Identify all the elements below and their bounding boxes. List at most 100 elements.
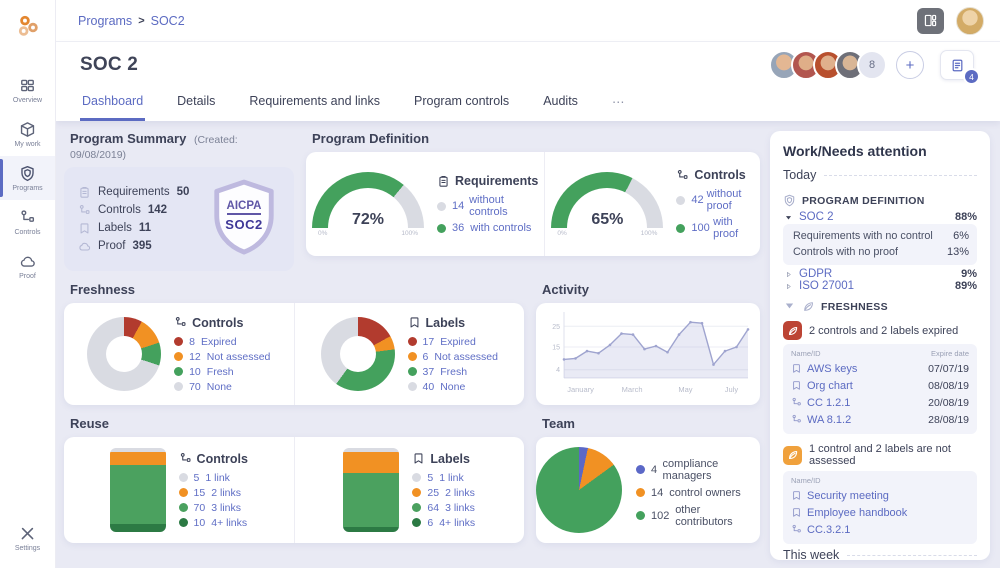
- tab-more[interactable]: ⋯: [611, 95, 627, 109]
- team-pie-chart: [536, 447, 622, 533]
- section-title: Program Definition: [312, 131, 430, 146]
- document-icon: [950, 58, 965, 73]
- detail-row: Requirements with no control 6%: [793, 230, 969, 242]
- program-summary-section: Program Summary (Created: 09/08/2019) Re…: [64, 131, 294, 271]
- legend-dot: [407, 352, 417, 361]
- item-link[interactable]: AWS keys: [807, 362, 858, 375]
- topbar: Programs > SOC2: [56, 0, 1000, 42]
- sidebar-item-label: Controls: [14, 229, 41, 236]
- legend-item: 6 4+ links: [412, 517, 475, 529]
- soc2-details: Requirements with no control 6% Controls…: [783, 224, 977, 265]
- brand-logo[interactable]: [15, 13, 41, 44]
- tag-icon: [791, 507, 802, 518]
- layout-button[interactable]: [917, 7, 944, 34]
- stat-proof: Proof 395: [78, 240, 198, 253]
- legend-title: Controls: [676, 168, 754, 182]
- labels-stacked-bar: [343, 448, 400, 532]
- team-avatars: 8 + 4: [769, 50, 980, 85]
- sidebar-item-programs[interactable]: Programs: [0, 156, 55, 200]
- tab-details[interactable]: Details: [177, 94, 216, 108]
- legend-dot: [636, 511, 645, 520]
- item-link[interactable]: CC.3.2.1: [807, 523, 851, 536]
- breadcrumb-programs[interactable]: Programs: [78, 13, 133, 28]
- tag-icon: [78, 222, 91, 235]
- legend-title: Controls: [179, 452, 248, 466]
- chevron-right-icon: [783, 270, 793, 279]
- tab-requirements-and-links[interactable]: Requirements and links: [249, 94, 380, 108]
- flow-icon: [179, 452, 192, 465]
- reuse-section: Reuse Controls: [64, 416, 524, 543]
- legend-dot: [676, 195, 686, 205]
- legend-item: 102 other contributors: [636, 504, 760, 528]
- chevron-right-icon: [783, 282, 793, 291]
- legend-item: 5 1 link: [178, 472, 248, 484]
- grid-icon: [19, 77, 36, 94]
- legend-item: 64 3 links: [412, 502, 475, 514]
- gdpr-row[interactable]: GDPR 9%: [783, 268, 977, 280]
- leaf-icon: [802, 300, 815, 313]
- legend-item: 15 2 links: [178, 487, 248, 499]
- sidebar-item-controls[interactable]: Controls: [0, 200, 55, 244]
- not-assessed-leaf-icon: [783, 445, 802, 465]
- tab-dashboard[interactable]: Dashboard: [80, 89, 146, 121]
- avatar-overflow-count[interactable]: 8: [857, 50, 887, 80]
- left-sidebar: Overview My work Programs Controls Proof…: [0, 0, 56, 568]
- section-title: Freshness: [70, 282, 136, 297]
- page-header: SOC 2 8 + 4 Dashboard Details Req: [56, 42, 1000, 121]
- program-definition-header: PROGRAM DEFINITION: [783, 194, 977, 207]
- tag-icon: [408, 316, 421, 329]
- legend-dot: [174, 352, 184, 361]
- sidebar-item-label: Proof: [19, 273, 36, 280]
- controls-gauge-group: 65% 0% 100%: [544, 152, 760, 256]
- tab-program-controls[interactable]: Program controls: [414, 94, 510, 108]
- program-summary-card: Requirements 50 Controls 142: [64, 167, 294, 271]
- breadcrumb-soc2[interactable]: SOC2: [150, 13, 185, 28]
- legend-item: 100 with proof: [676, 216, 754, 240]
- item-link[interactable]: Security meeting: [807, 489, 889, 502]
- svg-text:25: 25: [552, 323, 560, 330]
- notifications-button[interactable]: 4: [940, 50, 980, 85]
- gauge-percent: 72%: [351, 210, 385, 228]
- logo-circles-icon: [18, 15, 38, 36]
- add-member-button[interactable]: +: [896, 51, 924, 79]
- user-avatar[interactable]: [956, 6, 984, 35]
- freshness-header[interactable]: FRESHNESS: [783, 299, 977, 314]
- section-title: Team: [542, 416, 575, 431]
- stat-requirements: Requirements 50: [78, 186, 198, 199]
- tab-audits[interactable]: Audits: [543, 94, 578, 108]
- item-link[interactable]: WA 8.1.2: [807, 413, 852, 426]
- flow-icon: [78, 204, 91, 217]
- today-divider: Today: [783, 168, 977, 182]
- legend-item: 36 with controls: [437, 222, 538, 234]
- reuse-labels-group: Labels 5 1 link 25: [293, 437, 525, 543]
- item-link[interactable]: Employee handbook: [807, 506, 908, 519]
- sidebar-item-proof[interactable]: Proof: [0, 244, 55, 288]
- item-link[interactable]: CC 1.2.1: [807, 396, 851, 409]
- expired-alert: 2 controls and 2 labels expired: [783, 321, 977, 340]
- sidebar-item-settings[interactable]: Settings: [0, 516, 55, 560]
- team-section: Team 4 compliance managers: [536, 416, 760, 543]
- section-title: Reuse: [70, 416, 110, 431]
- table-row: CC 1.2.1 20/08/19: [791, 394, 969, 411]
- flow-icon: [791, 524, 802, 535]
- expired-leaf-icon: [783, 321, 802, 340]
- svg-text:July: July: [725, 385, 739, 394]
- legend-item: 70 3 links: [178, 502, 248, 514]
- iso-27001-row[interactable]: ISO 27001 89%: [783, 280, 977, 292]
- tag-icon: [791, 380, 802, 391]
- breadcrumb-separator: >: [138, 14, 145, 27]
- soc2-row[interactable]: SOC 2 88%: [783, 211, 977, 223]
- shield-badge-icon: [214, 179, 274, 255]
- legend-dot: [437, 223, 446, 233]
- item-link[interactable]: Org chart: [807, 379, 853, 392]
- sidebar-item-my-work[interactable]: My work: [0, 112, 55, 156]
- table-row: Org chart 08/08/19: [791, 377, 969, 394]
- not-assessed-table: Name/ID Security meeting Employee handbo…: [783, 471, 977, 544]
- legend-item: 8 Expired: [174, 336, 270, 348]
- sidebar-item-overview[interactable]: Overview: [0, 68, 55, 112]
- legend-item: 4 compliance managers: [636, 458, 760, 482]
- legend-dot: [412, 473, 422, 482]
- expired-table: Name/ID Expire date AWS keys 07/07/19 Or…: [783, 344, 977, 434]
- flow-icon: [791, 414, 802, 425]
- layout-cards-icon: [923, 13, 938, 28]
